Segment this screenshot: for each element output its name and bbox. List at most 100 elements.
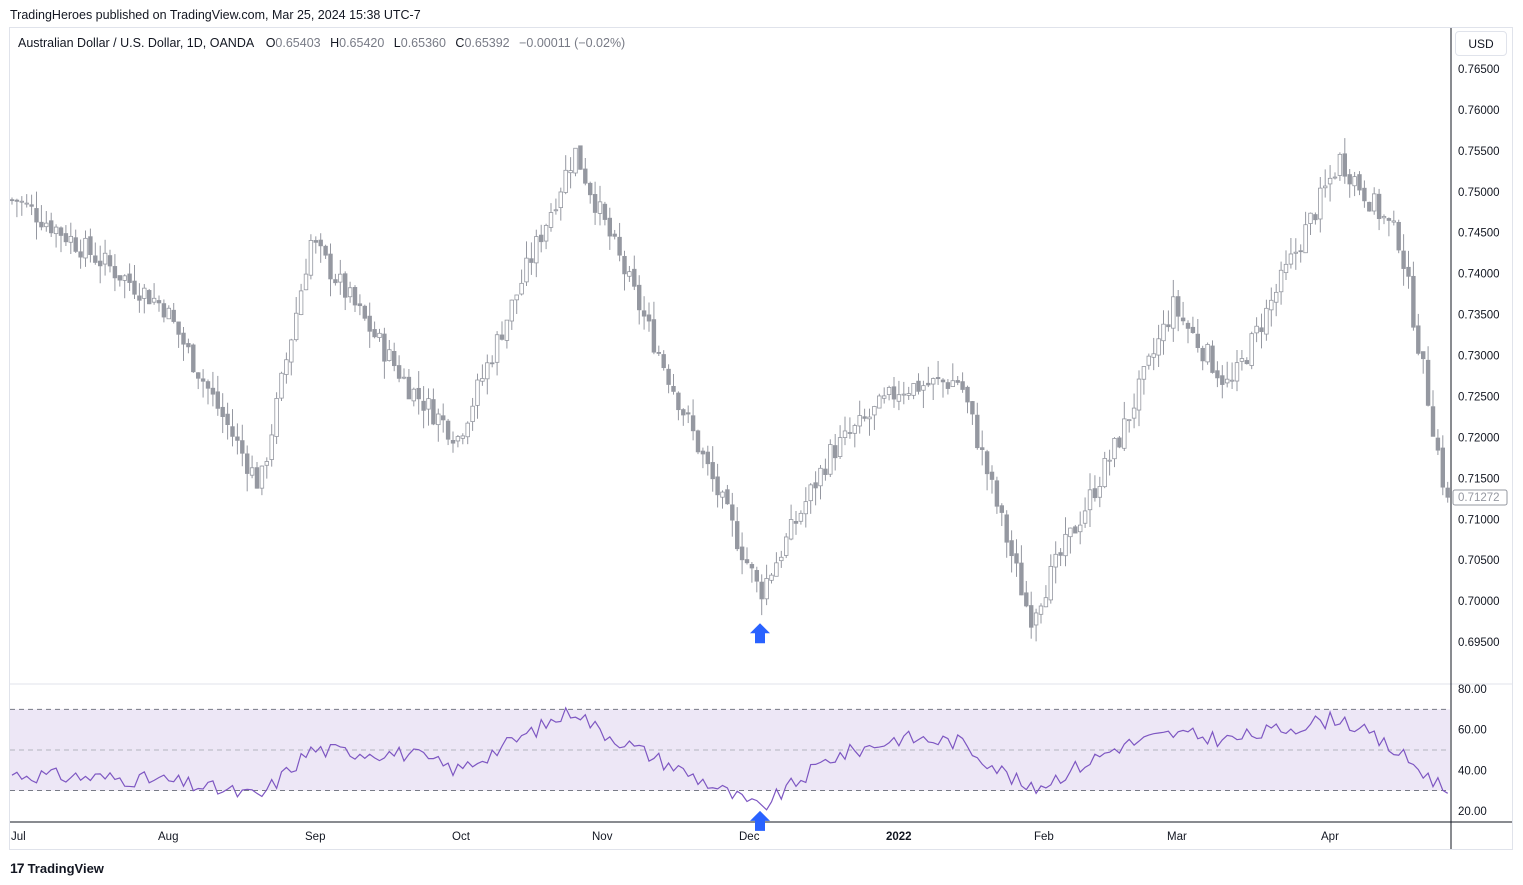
candle	[1205, 342, 1210, 365]
candle	[818, 464, 823, 500]
candle	[210, 371, 216, 407]
candle	[646, 302, 652, 332]
price-tick-label: 0.74000	[1458, 269, 1500, 281]
candle	[891, 376, 897, 408]
candle	[1445, 481, 1450, 503]
candle	[298, 283, 304, 316]
candle	[440, 403, 446, 433]
candle	[1043, 585, 1049, 608]
candle	[455, 434, 461, 448]
low-label: L	[393, 36, 401, 50]
price-tick-label: 0.69500	[1458, 637, 1500, 649]
price-tick-label: 0.70500	[1458, 555, 1500, 567]
price-tick-label: 0.70000	[1458, 596, 1500, 608]
symbol-legend: Australian Dollar / U.S. Dollar, 1D, OAN…	[18, 36, 631, 50]
candle	[1421, 351, 1426, 374]
candle	[1146, 353, 1151, 370]
candle	[166, 305, 171, 320]
candle	[1171, 279, 1176, 342]
candle	[1215, 361, 1220, 388]
candle	[896, 380, 902, 411]
candle	[406, 368, 412, 400]
candle	[1176, 290, 1181, 332]
candle	[725, 484, 730, 505]
candle	[852, 423, 857, 448]
candle	[1107, 449, 1112, 476]
candle	[1430, 390, 1436, 437]
candle	[1048, 554, 1053, 604]
candle	[509, 299, 514, 330]
time-tick-label: Oct	[452, 831, 471, 843]
candle	[1136, 370, 1142, 427]
candle	[872, 405, 877, 430]
candle	[333, 273, 338, 286]
candle	[1293, 238, 1298, 270]
close-value: 0.65392	[464, 36, 510, 50]
candle	[19, 196, 24, 216]
candle	[186, 338, 191, 354]
time-tick-label: Sep	[305, 831, 325, 843]
candle	[1401, 234, 1406, 286]
tradingview-brand[interactable]: 17 TradingView	[10, 860, 104, 876]
candle	[235, 423, 240, 455]
candle	[886, 385, 892, 401]
candle	[833, 434, 838, 471]
candle	[965, 385, 970, 414]
candle	[1004, 510, 1009, 558]
candle	[29, 194, 34, 216]
candle	[230, 409, 235, 447]
candle	[249, 455, 255, 479]
candle	[666, 364, 671, 394]
candle	[215, 375, 220, 416]
time-tick-label: Aug	[158, 831, 178, 843]
candle	[931, 377, 936, 400]
candle	[220, 393, 225, 434]
candle	[1411, 261, 1416, 331]
candle	[1078, 511, 1083, 545]
candle	[779, 550, 784, 568]
price-tick-label: 0.75500	[1458, 146, 1500, 158]
candle	[377, 328, 382, 342]
close-label: C	[455, 36, 465, 50]
candle	[303, 258, 309, 291]
candle	[597, 185, 603, 226]
candle	[161, 299, 167, 323]
candle	[279, 371, 284, 402]
candle	[1161, 310, 1166, 355]
candle	[98, 245, 103, 284]
candle	[1332, 172, 1338, 180]
candle	[695, 429, 701, 455]
candle	[882, 387, 887, 404]
candle	[739, 532, 745, 575]
candle	[1406, 250, 1411, 289]
candle	[93, 242, 98, 265]
candle	[867, 408, 872, 436]
rsi-buy-arrow-icon	[750, 810, 770, 831]
price-tick-label: 0.74500	[1458, 228, 1500, 240]
candle	[1068, 527, 1073, 554]
candle	[681, 408, 686, 426]
candle	[519, 269, 524, 296]
candle	[1166, 310, 1171, 332]
candle	[543, 223, 549, 250]
candle	[494, 331, 500, 376]
candle	[151, 283, 157, 305]
candle	[274, 392, 279, 445]
candle	[1440, 435, 1445, 496]
candle	[749, 562, 755, 583]
candle	[127, 263, 132, 291]
time-tick-label: Jul	[11, 831, 26, 843]
currency-button[interactable]: USD	[1455, 31, 1507, 56]
candle	[308, 234, 314, 280]
candle	[578, 145, 583, 170]
time-tick-label: Nov	[592, 831, 613, 843]
candle	[1058, 548, 1063, 567]
candle	[470, 397, 475, 431]
candle	[1308, 212, 1313, 236]
candle	[421, 386, 426, 429]
candle	[524, 241, 529, 287]
candle	[1038, 603, 1044, 624]
candle	[264, 457, 269, 479]
candle	[641, 296, 647, 330]
